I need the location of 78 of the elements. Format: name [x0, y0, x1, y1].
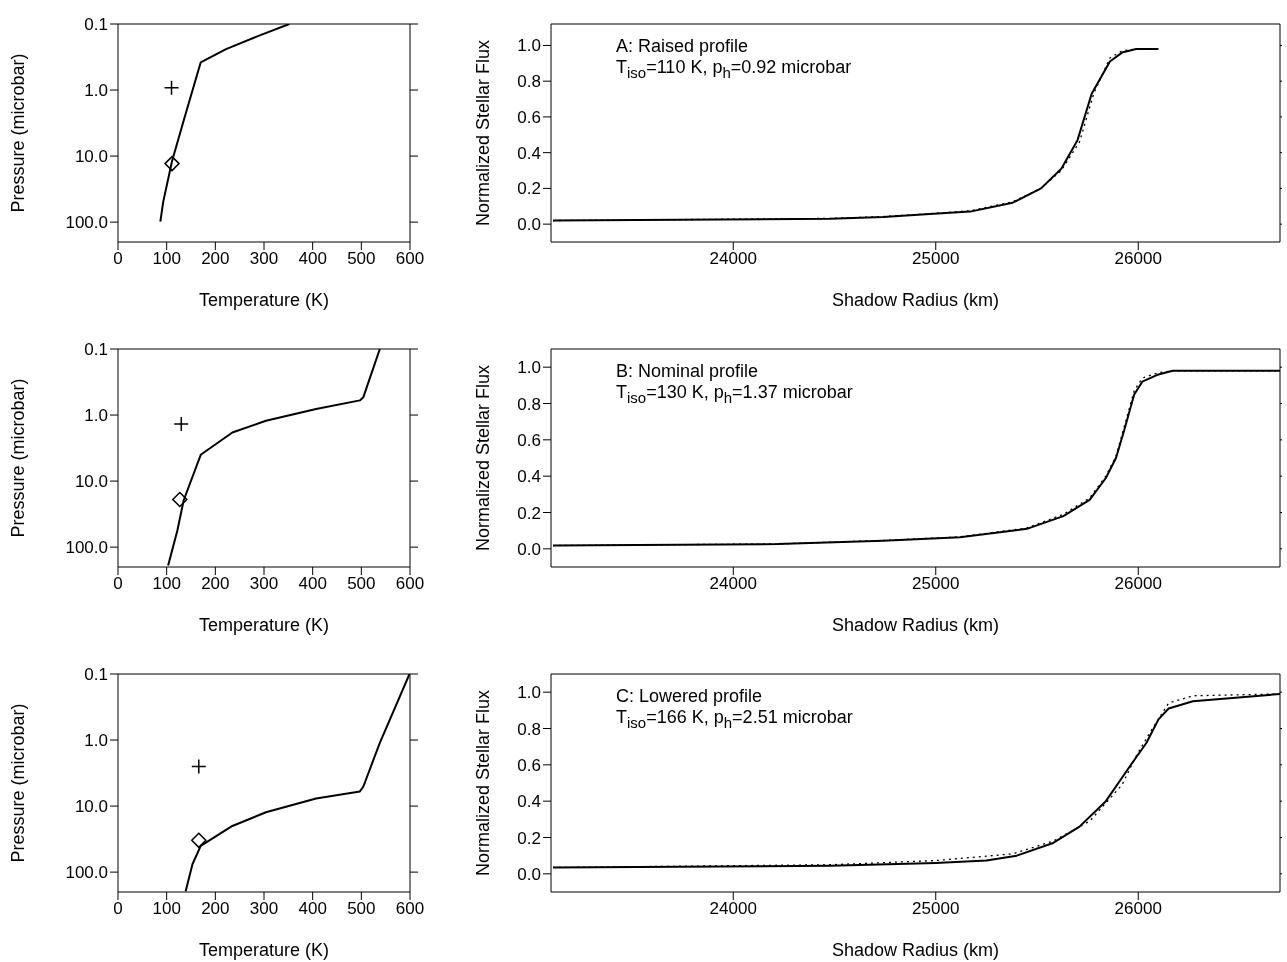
- y-tick-label: 0.8: [517, 719, 541, 739]
- y-tick-label: 0.1: [84, 15, 108, 35]
- x-tick-label: 25000: [912, 574, 960, 594]
- x-axis-title: Temperature (K): [198, 615, 330, 635]
- x-tick-label: 0: [113, 899, 123, 919]
- x-axis-title: Shadow Radius (km): [831, 290, 1000, 310]
- y-tick-label: 0.2: [517, 503, 541, 523]
- y-tick-label: 1.0: [84, 81, 108, 101]
- x-tick-label: 300: [249, 574, 279, 594]
- x-tick-label: 500: [347, 574, 376, 594]
- y-tick-label: 0.8: [517, 394, 541, 414]
- x-tick-label: 500: [347, 899, 376, 919]
- x-tick-label: 100: [152, 249, 181, 269]
- annotation: T$_{iso}$=166 K, p$_{h}$=2.51 microbar: [616, 707, 853, 733]
- x-tick-label: 0: [113, 574, 123, 594]
- x-tick-label: 0: [113, 249, 123, 269]
- y-tick-label: 0.0: [517, 539, 541, 559]
- y-tick-label: 1.0: [517, 683, 541, 703]
- x-tick-label: 300: [249, 899, 279, 919]
- x-tick-label: 600: [395, 574, 425, 594]
- x-tick-label: 25000: [912, 249, 960, 269]
- y-tick-label: 100.0: [65, 863, 108, 883]
- x-tick-label: 500: [347, 249, 376, 269]
- y-tick-label: 0.1: [84, 340, 108, 360]
- x-tick-label: 25000: [912, 899, 960, 919]
- x-tick-label: 200: [201, 899, 230, 919]
- x-axis-title: Temperature (K): [198, 290, 330, 310]
- y-tick-label: 0.6: [517, 430, 541, 450]
- y-tick-label: 10.0: [74, 147, 108, 167]
- x-tick-label: 26000: [1114, 574, 1162, 594]
- annotation: T$_{iso}$=110 K, p$_{h}$=0.92 microbar: [616, 57, 852, 83]
- annotation: T$_{iso}$=130 K, p$_{h}$=1.37 microbar: [616, 382, 853, 408]
- x-tick-label: 400: [298, 574, 327, 594]
- x-tick-label: 600: [395, 249, 425, 269]
- y-axis-title: Normalized Stellar Flux: [473, 39, 494, 227]
- y-tick-label: 0.1: [84, 665, 108, 685]
- x-tick-label: 300: [249, 249, 279, 269]
- y-tick-label: 0.4: [517, 143, 541, 163]
- x-tick-label: 200: [201, 574, 230, 594]
- y-tick-label: 1.0: [517, 36, 541, 56]
- y-tick-label: 0.0: [517, 864, 541, 884]
- y-tick-label: 0.8: [517, 72, 541, 92]
- x-tick-label: 400: [298, 899, 327, 919]
- y-tick-label: 10.0: [74, 797, 108, 817]
- x-tick-label: 26000: [1114, 249, 1162, 269]
- x-tick-label: 26000: [1114, 899, 1162, 919]
- y-axis-title: Pressure (microbar): [8, 53, 29, 213]
- y-axis-title: Normalized Stellar Flux: [473, 689, 494, 877]
- y-tick-label: 1.0: [517, 358, 541, 378]
- y-tick-label: 0.2: [517, 179, 541, 199]
- y-axis-title: Pressure (microbar): [8, 703, 29, 863]
- x-axis-title: Shadow Radius (km): [831, 940, 1000, 960]
- x-axis-title: Shadow Radius (km): [831, 615, 1000, 635]
- y-tick-label: 0.4: [517, 467, 541, 487]
- x-tick-label: 400: [298, 249, 327, 269]
- x-tick-label: 24000: [709, 899, 757, 919]
- x-axis-title: Temperature (K): [198, 940, 330, 960]
- x-tick-label: 100: [152, 574, 181, 594]
- y-tick-label: 1.0: [84, 406, 108, 426]
- x-tick-label: 200: [201, 249, 230, 269]
- x-tick-label: 100: [152, 899, 181, 919]
- annotation: B: Nominal profile: [616, 361, 760, 382]
- y-axis-title: Pressure (microbar): [8, 378, 29, 538]
- x-tick-label: 24000: [709, 249, 757, 269]
- y-tick-label: 0.0: [517, 215, 541, 235]
- y-tick-label: 1.0: [84, 731, 108, 751]
- y-tick-label: 0.6: [517, 107, 541, 127]
- y-tick-label: 0.6: [517, 755, 541, 775]
- y-tick-label: 0.4: [517, 792, 541, 812]
- y-axis-title: Normalized Stellar Flux: [473, 364, 494, 552]
- y-tick-label: 0.2: [517, 828, 541, 848]
- y-tick-label: 100.0: [65, 213, 108, 233]
- x-tick-label: 600: [395, 899, 425, 919]
- y-tick-label: 10.0: [74, 472, 108, 492]
- x-tick-label: 24000: [709, 574, 757, 594]
- annotation: C: Lowered profile: [616, 686, 764, 707]
- annotation: A: Raised profile: [616, 36, 750, 57]
- y-tick-label: 100.0: [65, 538, 108, 558]
